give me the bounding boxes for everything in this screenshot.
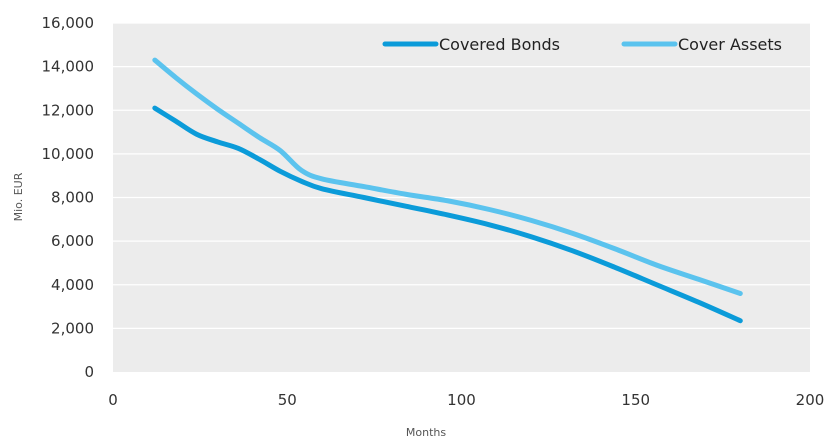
y-tick-label: 12,000 xyxy=(42,101,95,119)
series-lines xyxy=(152,57,743,324)
x-tick-label: 150 xyxy=(621,391,650,409)
legend-label-covered-bonds: Covered Bonds xyxy=(439,35,560,54)
x-tick-label: 100 xyxy=(447,391,476,409)
x-tick-label: 0 xyxy=(108,391,118,409)
y-tick-label: 4,000 xyxy=(51,276,94,294)
y-axis-ticks: 0 2,000 4,000 6,000 8,000 10,000 12,000 14,000 1… xyxy=(42,14,95,381)
x-axis-title: Months xyxy=(406,426,446,439)
legend: Covered Bonds Cover Assets xyxy=(382,35,782,54)
y-tick-label: 14,000 xyxy=(42,58,95,76)
covered-bonds-line xyxy=(152,105,743,324)
y-tick-label: 6,000 xyxy=(51,232,94,250)
y-tick-label: 10,000 xyxy=(42,145,95,163)
x-axis-ticks: 0 50 100 150 200 xyxy=(108,391,824,409)
gridlines xyxy=(113,22,810,329)
cover-assets-line xyxy=(152,57,743,296)
y-tick-label: 2,000 xyxy=(51,319,94,337)
y-tick-label: 0 xyxy=(84,363,94,381)
legend-label-cover-assets: Cover Assets xyxy=(678,35,782,54)
x-tick-label: 50 xyxy=(278,391,297,409)
y-tick-label: 8,000 xyxy=(51,189,94,207)
x-tick-label: 200 xyxy=(796,391,825,409)
y-axis-title: Mio. EUR xyxy=(12,172,25,221)
y-tick-label: 16,000 xyxy=(42,14,95,32)
